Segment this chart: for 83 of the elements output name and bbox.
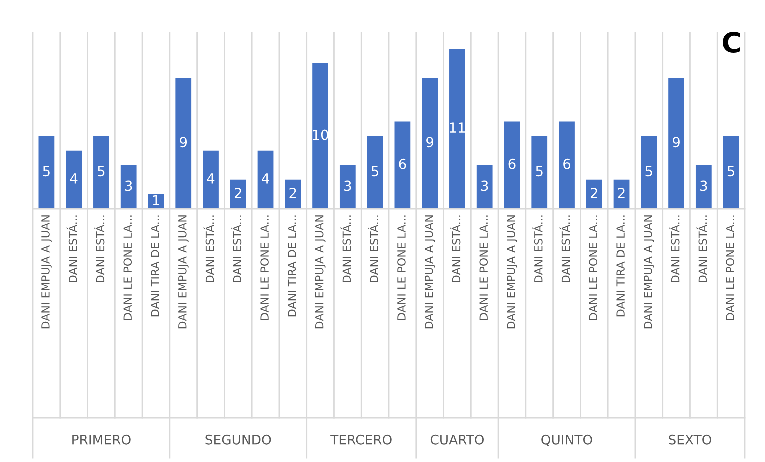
bar	[504, 122, 520, 209]
text: SEXTO	[669, 434, 712, 445]
data-label: 6	[399, 158, 406, 170]
data-label: 11	[450, 122, 466, 133]
bar	[120, 165, 137, 209]
x-tick-label: DANI ESTÁ...	[560, 216, 570, 283]
x-tick-label: DANI LE PONE LA...	[589, 216, 598, 320]
data-label: 2	[234, 188, 242, 198]
x-tick-label: DANI ESTÁ...	[532, 216, 543, 283]
x-tick-label: DANI TIRA DE LA...	[151, 216, 160, 317]
bar	[476, 165, 493, 209]
x-tick-label: DANI ESTÁ...	[66, 216, 78, 283]
bar	[668, 78, 684, 209]
bar	[340, 165, 356, 209]
x-tick-label: DANI ESTÁ...	[340, 216, 352, 283]
data-label: 5	[536, 166, 543, 177]
x-tick-label: DANI EMPUJA A JUAN	[316, 216, 326, 329]
text: CUARTO	[430, 434, 484, 445]
x-tick-label: DANI ESTÁ...	[696, 216, 708, 283]
data-label: 4	[70, 174, 78, 184]
data-label: 10	[313, 130, 328, 140]
x-tick-label: DANI ESTÁ...	[450, 216, 461, 283]
x-tick-label: DANI ESTÁ...	[231, 216, 242, 283]
bar	[723, 136, 740, 209]
data-label: 4	[207, 174, 215, 184]
data-label: 3	[125, 180, 132, 192]
data-label: 5	[728, 166, 735, 177]
bar	[641, 136, 658, 209]
x-tick-label: DANI EMPUJA A JUAN	[425, 216, 436, 329]
data-label: 6	[564, 158, 571, 170]
bar	[312, 64, 328, 209]
x-tick-label: DANI ESTÁ...	[204, 216, 214, 283]
data-label: 3	[700, 180, 708, 192]
text: TERCERO	[330, 434, 392, 445]
x-tick-label: DANI EMPUJA A JUAN	[644, 216, 654, 329]
x-tick-label: DANI LE PONE LA...	[260, 216, 269, 320]
data-label: 9	[180, 137, 188, 148]
bar	[696, 165, 712, 209]
data-label: 4	[262, 174, 270, 184]
bar	[586, 180, 602, 209]
data-label: 9	[426, 137, 434, 148]
bar	[450, 49, 466, 209]
bar	[230, 180, 246, 209]
data-label: 6	[508, 158, 516, 170]
x-tick-label: DANI EMPUJA A JUAN	[178, 216, 189, 329]
x-tick-label: DANI LE PONE LA...	[398, 216, 406, 320]
data-label: 5	[646, 166, 652, 177]
x-tick-label: DANI LE PONE LA...	[124, 216, 132, 320]
bar	[176, 78, 192, 209]
data-label: 2	[590, 188, 598, 198]
x-tick-label: DANI EMPUJA A JUAN	[42, 216, 52, 329]
bar	[532, 136, 548, 209]
bar	[394, 122, 411, 209]
text: SEGUNDO	[206, 434, 272, 445]
bar	[559, 122, 575, 209]
data-label: 5	[98, 166, 105, 177]
bar	[258, 150, 274, 209]
x-tick-label: DANI TIRA DE LA...	[288, 216, 296, 317]
data-label: 9	[672, 137, 680, 148]
text: PRIMERO	[72, 434, 131, 445]
bar	[38, 136, 55, 209]
data-label: 5	[43, 166, 50, 177]
text: QUINTO	[542, 434, 592, 446]
x-tick-label: DANI TIRA DE LA...	[616, 216, 625, 317]
bar	[94, 136, 110, 209]
data-label: 1	[153, 195, 160, 206]
bar	[285, 180, 302, 209]
x-tick-label: DANI LE PONE LA...	[480, 216, 488, 320]
bar	[203, 150, 219, 209]
x-tick-label: DANI ESTÁ...	[368, 216, 379, 283]
bar	[367, 136, 384, 209]
x-tick-label: DANI LE PONE LA...	[726, 216, 735, 320]
bar	[422, 78, 438, 209]
data-label: 2	[290, 188, 296, 198]
data-label: 3	[481, 180, 488, 192]
x-tick-label: DANI ESTÁ...	[669, 216, 680, 283]
x-tick-label: DANI ESTÁ...	[94, 216, 105, 283]
annotation: C	[723, 32, 740, 54]
data-label: 2	[618, 188, 625, 198]
data-label: 5	[372, 166, 379, 177]
x-tick-label: DANI EMPUJA A JUAN	[507, 216, 518, 329]
data-label: 3	[344, 180, 352, 192]
bar	[66, 150, 82, 209]
